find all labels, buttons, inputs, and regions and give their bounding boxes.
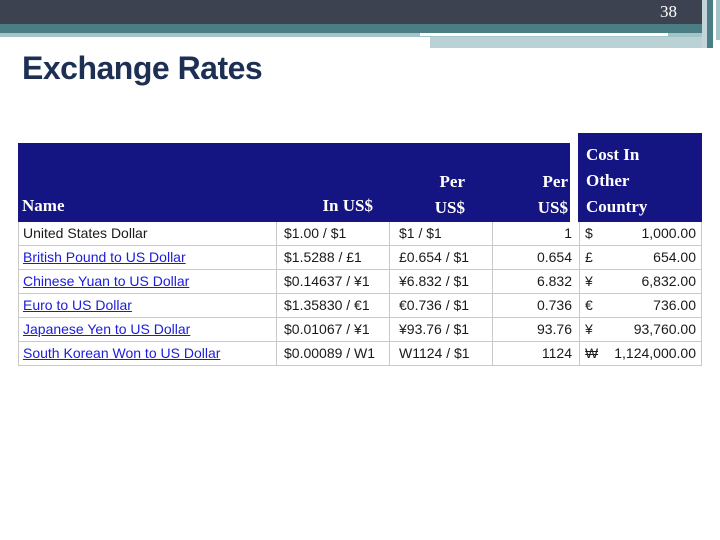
table-row: Chinese Yuan to US Dollar $0.14637 / ¥1 ¥6… — [18, 270, 702, 294]
in-usd-cell: $1.00 / $1 — [277, 222, 390, 246]
banner-edge-stripe — [716, 0, 720, 40]
currency-name-cell: British Pound to US Dollar — [18, 246, 277, 270]
table-row: Euro to US Dollar $1.35830 / €1 €0.736 / $… — [18, 294, 702, 318]
currency-link[interactable]: Euro to US Dollar — [23, 297, 132, 313]
table-header-cost-background — [578, 133, 702, 222]
banner-white-line — [420, 33, 668, 36]
per-usd-cell: W1124 / $1 — [390, 342, 493, 366]
currency-symbol: £ — [585, 249, 593, 265]
per-usd-value-cell: 1124 — [493, 342, 580, 366]
currency-symbol: ¥ — [585, 273, 593, 289]
currency-link[interactable]: South Korean Won to US Dollar — [23, 345, 221, 361]
exchange-rates-table: Name In US$ Per US$ Per US$ Cost In Othe… — [18, 133, 702, 366]
currency-symbol: ₩ — [585, 345, 599, 361]
per-usd-cell: ¥93.76 / $1 — [390, 318, 493, 342]
slide-title: Exchange Rates — [22, 50, 263, 86]
currency-name-cell: Euro to US Dollar — [18, 294, 277, 318]
column-header-per-usd: Per US$ — [537, 172, 568, 217]
currency-link[interactable]: British Pound to US Dollar — [23, 249, 186, 265]
table-row: Japanese Yen to US Dollar $0.01067 / ¥1 ¥9… — [18, 318, 702, 342]
currency-name-cell: United States Dollar — [18, 222, 277, 246]
column-header-in-usd: In US$ — [322, 196, 373, 215]
currency-symbol: $ — [585, 225, 593, 241]
banner-accent-band — [430, 37, 703, 48]
per-usd-cell: €0.736 / $1 — [390, 294, 493, 318]
currency-link[interactable]: Chinese Yuan to US Dollar — [23, 273, 190, 289]
banner-edge-stripe — [713, 0, 716, 40]
cost-amount: 1,124,000.00 — [614, 345, 696, 361]
currency-name-cell: South Korean Won to US Dollar — [18, 342, 277, 366]
cost-in-other-country-cell: ¥6,832.00 — [580, 270, 702, 294]
table-row: South Korean Won to US Dollar $0.00089 / … — [18, 342, 702, 366]
cost-in-other-country-cell: ¥93,760.00 — [580, 318, 702, 342]
currency-name-cell: Chinese Yuan to US Dollar — [18, 270, 277, 294]
cost-in-other-country-cell: £654.00 — [580, 246, 702, 270]
cost-amount: 654.00 — [653, 249, 696, 265]
in-usd-cell: $0.14637 / ¥1 — [277, 270, 390, 294]
table-row: British Pound to US Dollar $1.5288 / £1 £0… — [18, 246, 702, 270]
per-usd-value-cell: 0.736 — [493, 294, 580, 318]
per-usd-value-cell: 0.654 — [493, 246, 580, 270]
in-usd-cell: $0.00089 / W1 — [277, 342, 390, 366]
per-usd-value-cell: 1 — [493, 222, 580, 246]
banner-edge-stripe — [707, 0, 713, 48]
banner-edge-stripe — [702, 0, 707, 48]
banner-dark-bar: 38 — [0, 0, 702, 24]
banner-light-teal-bar — [0, 33, 713, 37]
banner-teal-bar — [0, 24, 713, 33]
per-usd-cell: £0.654 / $1 — [390, 246, 493, 270]
cost-amount: 1,000.00 — [641, 225, 697, 241]
column-header-per-usd: Per US$ — [434, 172, 465, 217]
in-usd-cell: $1.5288 / £1 — [277, 246, 390, 270]
per-usd-value-cell: 6.832 — [493, 270, 580, 294]
cost-amount: 93,760.00 — [633, 321, 696, 337]
per-usd-cell: ¥6.832 / $1 — [390, 270, 493, 294]
table-row: United States Dollar $1.00 / $1 $1 / $1 1 $1… — [18, 222, 702, 246]
currency-symbol: ¥ — [585, 321, 593, 337]
currency-link[interactable]: Japanese Yen to US Dollar — [23, 321, 191, 337]
column-header-name: Name — [22, 196, 65, 215]
cost-in-other-country-cell: €736.00 — [580, 294, 702, 318]
cost-in-other-country-cell: ₩1,124,000.00 — [580, 342, 702, 366]
in-usd-cell: $1.35830 / €1 — [277, 294, 390, 318]
currency-name: United States Dollar — [23, 225, 148, 241]
table-body: United States Dollar $1.00 / $1 $1 / $1 1 $1… — [18, 222, 702, 366]
slide-page-number: 38 — [660, 2, 677, 21]
table-header-background — [18, 143, 570, 222]
in-usd-cell: $0.01067 / ¥1 — [277, 318, 390, 342]
currency-symbol: € — [585, 297, 593, 313]
per-usd-value-cell: 93.76 — [493, 318, 580, 342]
cost-amount: 736.00 — [653, 297, 696, 313]
column-header-cost-in-other-country: Cost In Other Country — [586, 145, 648, 216]
per-usd-cell: $1 / $1 — [390, 222, 493, 246]
cost-in-other-country-cell: $1,000.00 — [580, 222, 702, 246]
cost-amount: 6,832.00 — [641, 273, 697, 289]
currency-name-cell: Japanese Yen to US Dollar — [18, 318, 277, 342]
